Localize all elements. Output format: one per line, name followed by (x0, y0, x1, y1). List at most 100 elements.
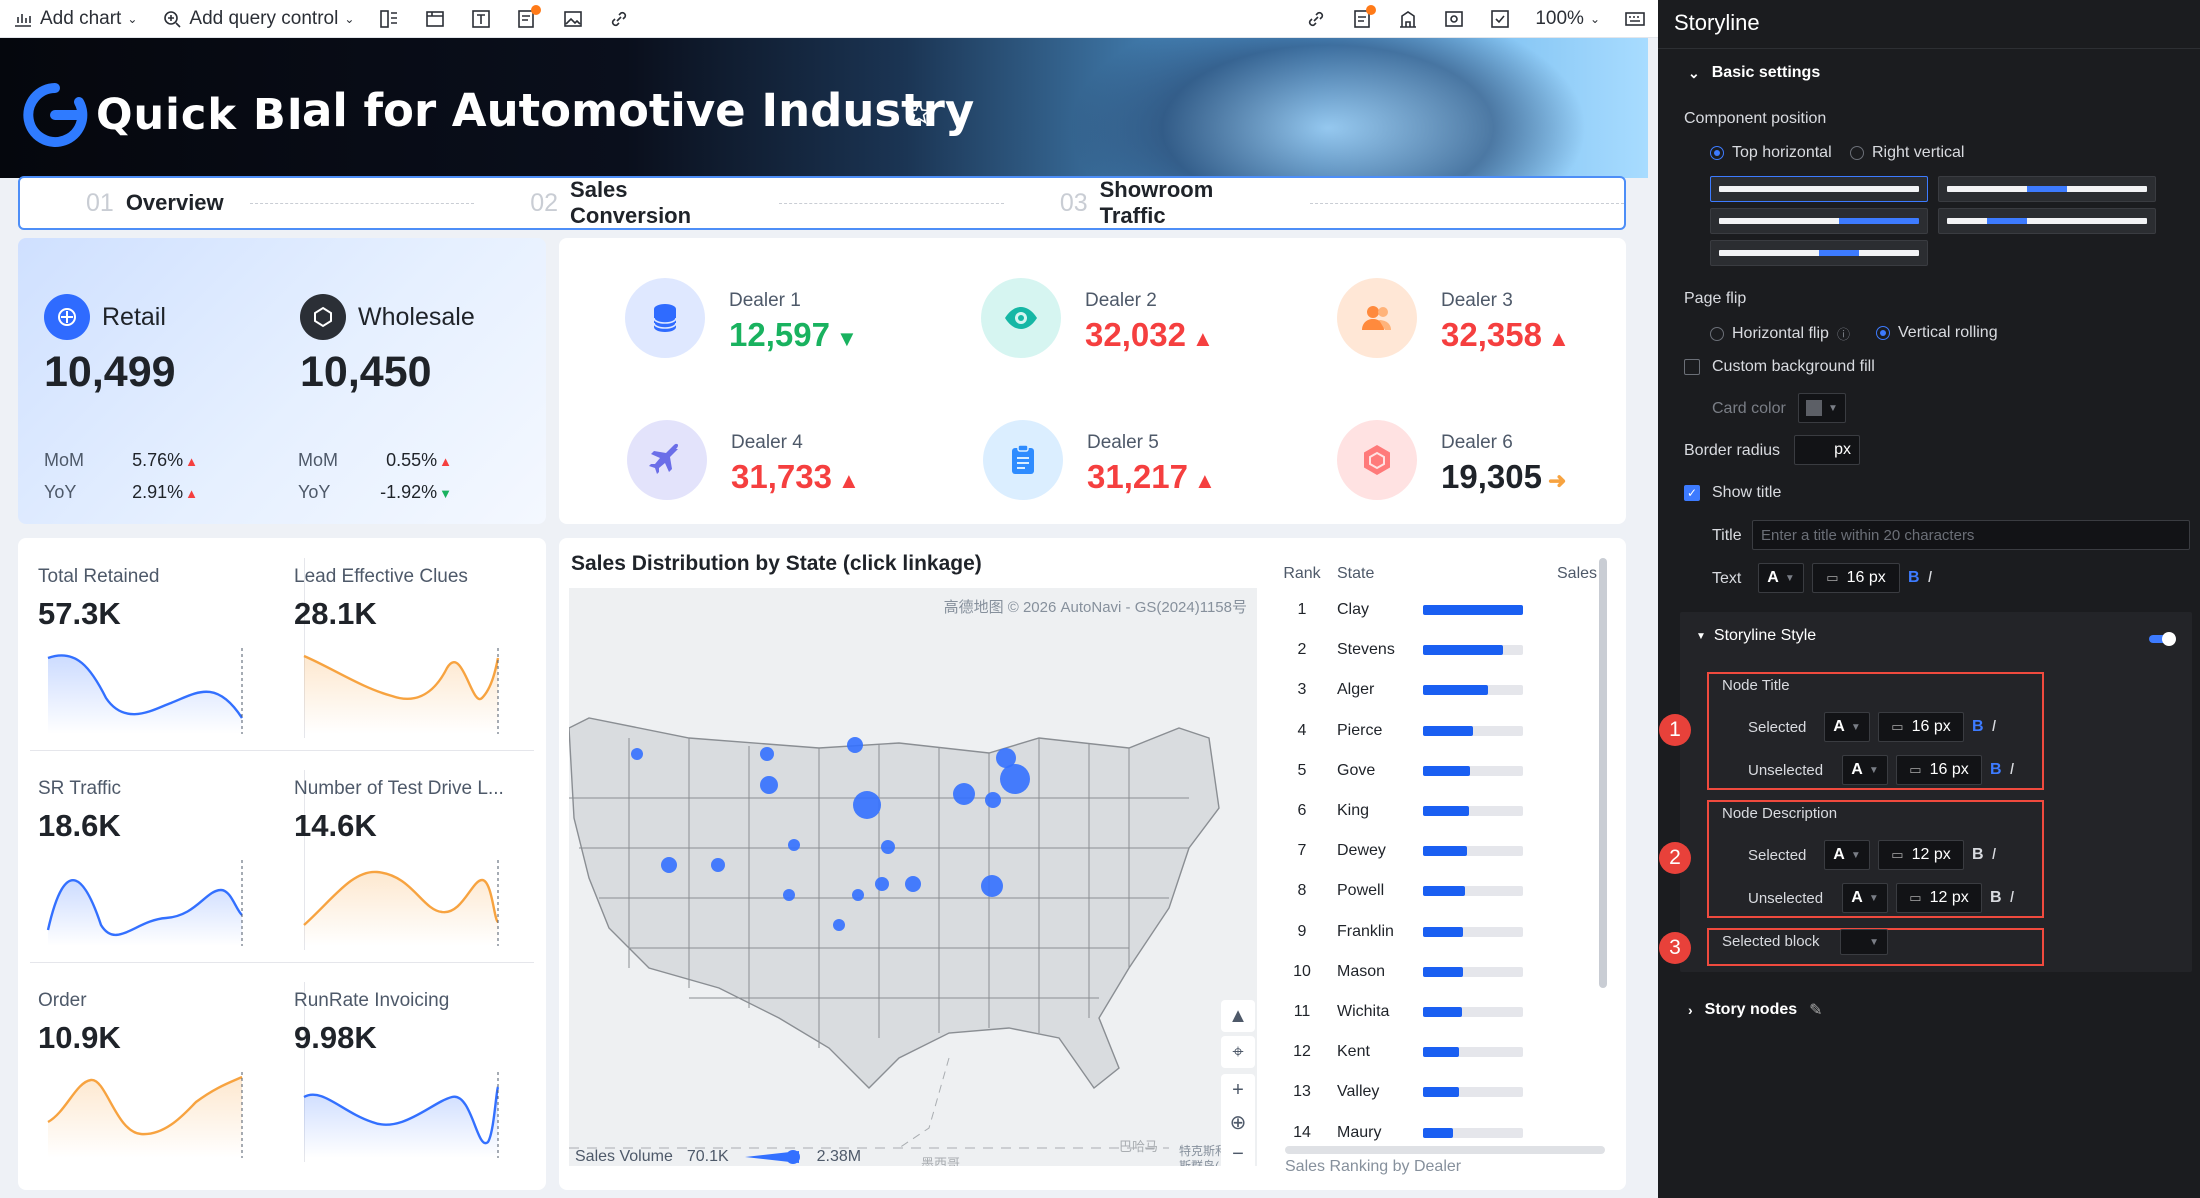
style-thumbnail-2[interactable] (1938, 176, 2156, 202)
add-query-control-button[interactable]: Add query control ⌄ (149, 0, 366, 38)
sales-bubble[interactable] (953, 783, 975, 805)
text-button[interactable] (458, 0, 504, 38)
table-row[interactable]: 10 Mason (1277, 952, 1617, 992)
add-chart-button[interactable]: Add chart ⌄ (0, 0, 149, 38)
sales-bubble[interactable] (760, 776, 778, 794)
sales-bubble[interactable] (661, 857, 677, 873)
ranking-horizontal-scrollbar[interactable] (1285, 1146, 1605, 1154)
zoom-select[interactable]: 100% ⌄ (1523, 0, 1612, 38)
image-button[interactable] (550, 0, 596, 38)
story-nodes-header[interactable]: › Story nodes ✎ (1688, 1000, 1823, 1020)
sales-bubble[interactable] (996, 748, 1016, 768)
right-vertical-radio[interactable]: Right vertical (1850, 144, 1964, 162)
zoom-in-icon[interactable]: + (1232, 1078, 1244, 1101)
italic-toggle[interactable]: I (2009, 761, 2015, 778)
table-row[interactable]: 2 Stevens (1277, 630, 1617, 670)
us-map[interactable]: 高德地图 © 2026 AutoNavi - GS(2024)1158号 墨西哥… (569, 588, 1257, 1166)
ranking-scrollbar[interactable] (1599, 558, 1607, 988)
edit-icon[interactable]: ✎ (1809, 1002, 1823, 1019)
bold-toggle[interactable]: B (1990, 889, 2002, 906)
sales-bubble[interactable] (905, 876, 921, 892)
link-button[interactable] (596, 0, 642, 38)
check-button[interactable] (1477, 0, 1523, 38)
font-size-select[interactable]: ▭ 12 px (1878, 840, 1964, 870)
italic-toggle[interactable]: I (1927, 569, 1933, 586)
storyline-style-header[interactable]: ▼ Storyline Style (1696, 627, 1816, 645)
style-thumbnail-5[interactable] (1710, 240, 1928, 266)
kpi-tile[interactable]: Order 10.9K (18, 962, 268, 1162)
selected-block-color-select[interactable]: ▼ (1840, 929, 1888, 955)
font-size-select[interactable]: ▭ 12 px (1896, 883, 1982, 913)
sales-bubble[interactable] (711, 858, 725, 872)
sales-bubble[interactable] (1000, 764, 1030, 794)
kpi-tile[interactable]: Lead Effective Clues 28.1K (274, 538, 524, 738)
bold-toggle[interactable]: B (1990, 761, 2002, 778)
dealers-card[interactable]: Dealer 1 12,597 ▼ Dealer 2 32,032 ▲ Dealer… (559, 238, 1626, 524)
dealer-5[interactable]: Dealer 5 31,217 ▲ (983, 414, 1303, 524)
sales-bubble[interactable] (881, 840, 895, 854)
sales-bubble[interactable] (788, 839, 800, 851)
storyline-style-toggle[interactable] (2149, 632, 2176, 646)
building-button[interactable] (1385, 0, 1431, 38)
sales-bubble[interactable] (853, 791, 881, 819)
font-size-select[interactable]: ▭ 16 px (1878, 712, 1964, 742)
table-row[interactable]: 6 King (1277, 791, 1617, 831)
kpi-tile[interactable]: Total Retained 57.3K (18, 538, 268, 738)
table-row[interactable]: 11 Wichita (1277, 992, 1617, 1032)
table-row[interactable]: 13 Valley (1277, 1072, 1617, 1112)
table-row[interactable]: 4 Pierce (1277, 711, 1617, 751)
top-horizontal-radio[interactable]: Top horizontal (1710, 144, 1832, 162)
dealer-1[interactable]: Dealer 1 12,597 ▼ (625, 272, 945, 382)
font-color-select[interactable]: A ▼ (1824, 840, 1870, 870)
table-row[interactable]: 9 Franklin (1277, 912, 1617, 952)
keyboard-button[interactable] (1612, 0, 1658, 38)
preview-button[interactable] (1431, 0, 1477, 38)
bold-toggle[interactable]: B (1972, 846, 1984, 863)
table-row[interactable]: 12 Kent (1277, 1032, 1617, 1072)
sales-bubble[interactable] (875, 877, 889, 891)
report-button[interactable] (1339, 0, 1385, 38)
star-icon[interactable] (906, 100, 932, 126)
sales-bubble[interactable] (981, 875, 1003, 897)
layout-button[interactable] (366, 0, 412, 38)
vertical-rolling-radio[interactable]: Vertical rolling (1876, 324, 1998, 342)
sales-bubble[interactable] (783, 889, 795, 901)
style-thumbnail-4[interactable] (1938, 208, 2156, 234)
locate-icon[interactable]: ⊕ (1229, 1111, 1247, 1134)
kpi-tile[interactable]: SR Traffic 18.6K (18, 750, 268, 950)
table-row[interactable]: 7 Dewey (1277, 831, 1617, 871)
font-size-select[interactable]: ▭ 16 px (1812, 563, 1900, 593)
italic-toggle[interactable]: I (1991, 846, 1997, 863)
warning-icon[interactable]: ▲ (1228, 1004, 1248, 1027)
sales-bubble[interactable] (833, 919, 845, 931)
font-color-select[interactable]: A ▼ (1824, 712, 1870, 742)
italic-toggle[interactable]: I (2009, 889, 2015, 906)
horizontal-flip-radio[interactable]: Horizontal flip ⓘ (1710, 324, 1850, 343)
table-row[interactable]: 1 Clay (1277, 590, 1617, 630)
zoom-out-icon[interactable]: − (1232, 1142, 1244, 1165)
dealer-3[interactable]: Dealer 3 32,358 ▲ (1337, 272, 1657, 382)
show-title-checkbox[interactable]: ✓ Show title (1684, 484, 1781, 502)
sales-bubble[interactable] (760, 747, 774, 761)
sales-bubble[interactable] (985, 792, 1001, 808)
retail-wholesale-card[interactable]: Retail 10,499 MoM 5.76% ▲ YoY 2.91% ▲ Wholes… (18, 238, 546, 524)
font-color-select[interactable]: A ▼ (1842, 755, 1888, 785)
font-size-select[interactable]: ▭ 16 px (1896, 755, 1982, 785)
italic-toggle[interactable]: I (1991, 718, 1997, 735)
table-row[interactable]: 8 Powell (1277, 871, 1617, 911)
style-thumbnail-3[interactable] (1710, 208, 1928, 234)
card-color-picker[interactable]: ▼ (1798, 393, 1846, 423)
kpi-tile[interactable]: Number of Test Drive L... 14.6K (274, 750, 524, 950)
dealer-4[interactable]: Dealer 4 31,733 ▲ (627, 414, 947, 524)
storyline-button[interactable] (504, 0, 550, 38)
kpi-tile[interactable]: RunRate Invoicing 9.98K (274, 962, 524, 1162)
table-row[interactable]: 3 Alger (1277, 670, 1617, 710)
sales-bubble[interactable] (847, 737, 863, 753)
tab-container-button[interactable] (412, 0, 458, 38)
share-button[interactable] (1293, 0, 1339, 38)
table-row[interactable]: 14 Maury (1277, 1112, 1617, 1152)
bold-toggle[interactable]: B (1972, 718, 1984, 735)
basic-settings-header[interactable]: ⌄ Basic settings (1688, 64, 1820, 82)
tab-showroom-traffic[interactable]: 03 Showroom Traffic (1060, 177, 1284, 228)
sales-bubble[interactable] (852, 889, 864, 901)
